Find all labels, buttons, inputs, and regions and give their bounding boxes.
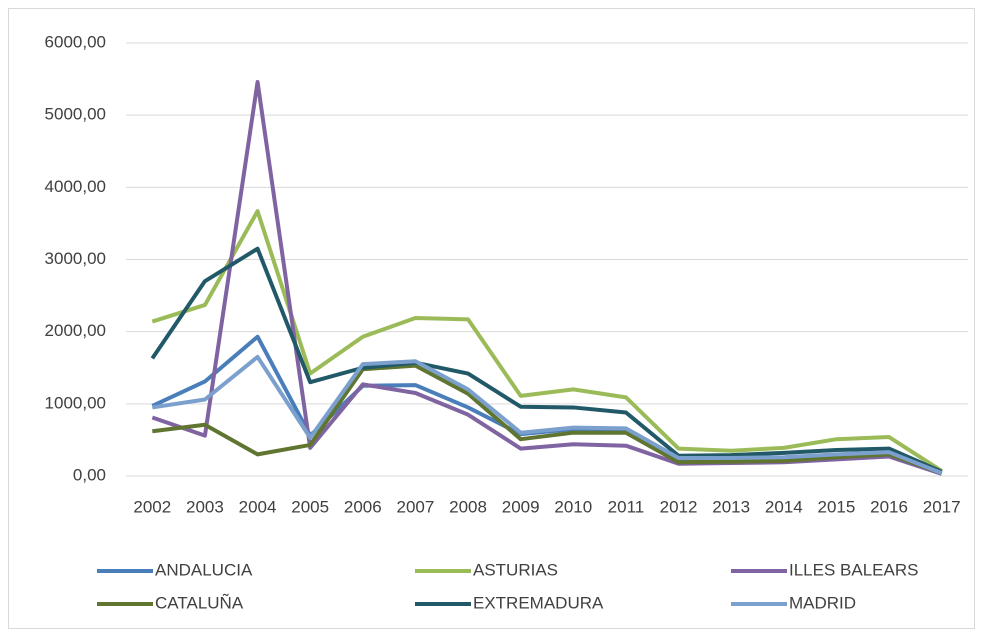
x-tick-label: 2009 xyxy=(502,497,540,516)
x-tick-label: 2013 xyxy=(712,497,750,516)
series-line xyxy=(150,246,943,474)
series-line xyxy=(152,354,943,475)
y-tick-label: 1000,00 xyxy=(45,393,106,412)
x-tick-label: 2003 xyxy=(186,497,224,516)
x-tick-label: 2007 xyxy=(397,497,435,516)
legend-label: ANDALUCIA xyxy=(155,560,253,579)
series-line xyxy=(152,363,943,475)
x-tick-label: 2008 xyxy=(449,497,487,516)
x-tick-label: 2002 xyxy=(133,497,171,516)
y-tick-label: 3000,00 xyxy=(45,249,106,268)
legend-label: ASTURIAS xyxy=(473,560,558,579)
chart-frame xyxy=(8,8,975,629)
x-tick-label: 2010 xyxy=(554,497,592,516)
x-tick-label: 2011 xyxy=(608,497,645,516)
series-line xyxy=(151,209,943,473)
legend-label: ILLES BALEARS xyxy=(789,560,918,579)
y-tick-label: 6000,00 xyxy=(45,32,106,51)
x-tick-label: 2005 xyxy=(291,497,329,516)
x-tick-label: 2017 xyxy=(923,497,961,516)
x-tick-label: 2014 xyxy=(765,497,803,516)
x-tick-label: 2016 xyxy=(870,497,908,516)
y-tick-label: 2000,00 xyxy=(45,321,106,340)
x-tick-label: 2015 xyxy=(818,497,856,516)
x-tick-label: 2004 xyxy=(239,497,277,516)
y-tick-label: 0,00 xyxy=(73,465,106,484)
legend-label: EXTREMADURA xyxy=(473,593,604,612)
y-tick-label: 4000,00 xyxy=(45,177,106,196)
legend-label: CATALUÑA xyxy=(155,593,244,612)
y-tick-label: 5000,00 xyxy=(45,105,106,124)
legend-label: MADRID xyxy=(789,593,856,612)
x-tick-label: 2012 xyxy=(660,497,698,516)
x-tick-label: 2006 xyxy=(344,497,382,516)
